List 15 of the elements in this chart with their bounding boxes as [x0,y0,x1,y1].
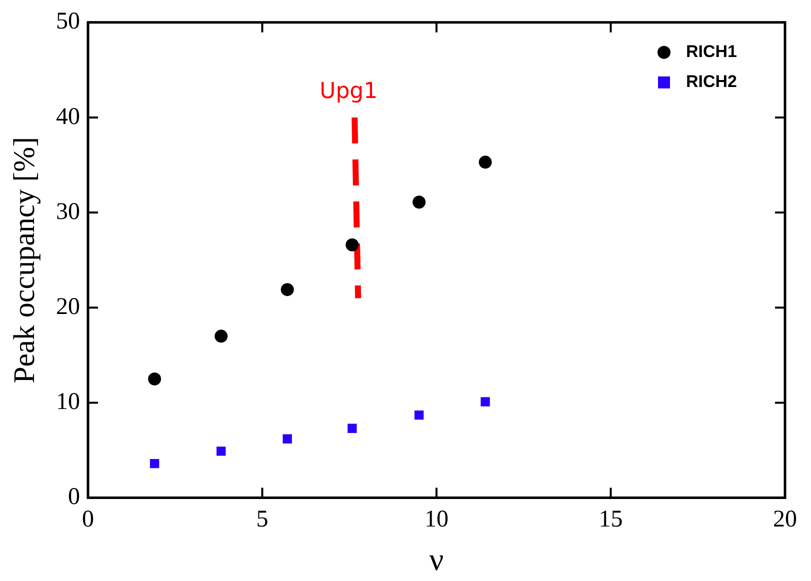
legend-label: RICH1 [686,42,738,62]
x-tick-label: 20 [773,506,797,532]
y-tick-label: 40 [56,104,80,130]
y-tick-label: 10 [56,389,80,416]
y-axis-title: Peak occupancy [%] [8,136,41,384]
x-axis-title: ν [429,541,444,578]
y-tick-label: 30 [56,198,80,225]
legend-label: RICH2 [686,72,738,92]
y-tick-label: 0 [68,484,80,510]
x-tick-label: 10 [424,506,448,532]
x-tick-label: 5 [256,506,268,532]
y-tick-label: 50 [56,8,80,35]
annotation: Upg1 [320,79,378,104]
y-tick-label: 20 [56,294,80,320]
x-tick-label: 15 [598,506,623,532]
